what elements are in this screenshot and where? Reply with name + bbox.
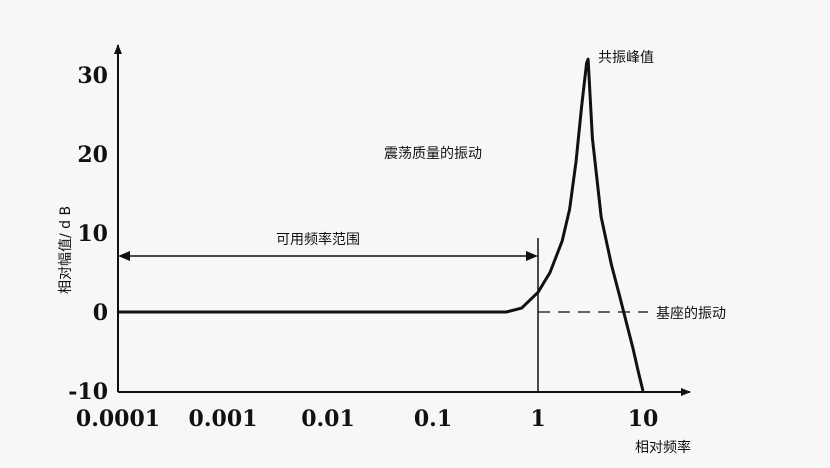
mass-vibration-annotation: 震荡质量的振动 [384, 146, 482, 162]
x-tick-label: 1 [530, 406, 545, 432]
x-tick-label: 10 [628, 406, 659, 432]
base-vibration-annotation: 基座的振动 [656, 305, 726, 322]
usable-range-arrowhead-right [526, 251, 538, 261]
y-tick-label: 30 [77, 63, 108, 89]
x-axis-title: 相对频率 [635, 439, 691, 456]
x-tick-label: 0.0001 [76, 406, 160, 432]
x-tick-label: 0.001 [189, 406, 258, 432]
y-tick-label: 20 [77, 142, 108, 168]
response-curve [118, 57, 645, 392]
x-tick-label: 0.1 [414, 406, 452, 432]
usable-range-arrowhead-left [118, 251, 130, 261]
y-tick-label: 0 [93, 300, 108, 326]
y-tick-label: -10 [68, 379, 108, 405]
peak-annotation: 共振峰值 [598, 50, 654, 66]
y-tick-label: 10 [77, 221, 108, 247]
y-axis-title: 相对幅值/ d B [58, 206, 74, 294]
x-tick-label: 0.01 [301, 406, 355, 432]
usable-range-label: 可用频率范围 [276, 231, 360, 248]
